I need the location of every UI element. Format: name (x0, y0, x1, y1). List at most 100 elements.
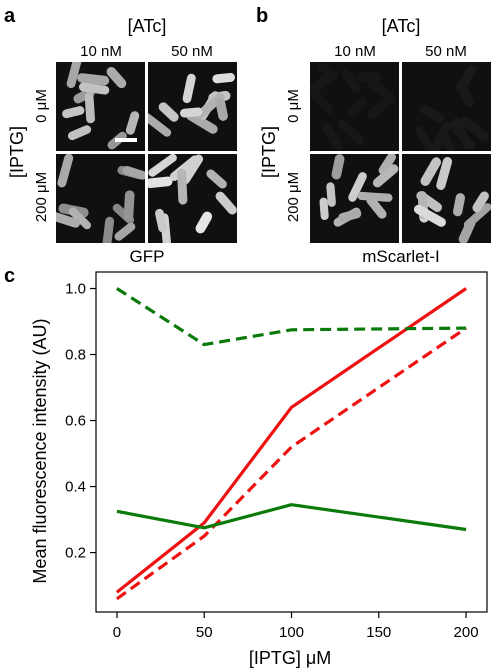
bacterium-cell (122, 165, 145, 180)
bacterium-cell (114, 222, 136, 241)
scale-bar (115, 138, 137, 142)
bacterium-cell (341, 68, 361, 93)
series-line-green-solid (116, 503, 467, 532)
bacterium-cell (415, 126, 433, 151)
bacterium-cell (182, 73, 196, 104)
panel-b-col-label-10nm: 10 nM (334, 43, 376, 60)
bacterium-cell (78, 82, 110, 95)
bacterium-cell (420, 157, 442, 186)
bacterium-cell (338, 209, 362, 223)
bacterium-cell (195, 211, 213, 234)
bacterium-cell (57, 154, 74, 188)
bacterium-cell (419, 104, 445, 123)
panel-b-letter: b (256, 5, 268, 27)
panel-b-iptg-header: [IPTG] (259, 126, 279, 178)
x-tick-label: 50 (196, 624, 213, 641)
y-tick-label: 1.0 (65, 281, 86, 298)
bacterium-cell (413, 204, 446, 227)
x-tick-label: 0 (113, 624, 121, 641)
bacterium-cell (206, 169, 227, 189)
micrograph-tile (56, 154, 145, 243)
panel-b-row-label-200: 200 μM (285, 172, 302, 222)
bacterium-cell (180, 107, 203, 118)
bacterium-cell (436, 156, 453, 190)
bacterium-cell (148, 154, 177, 177)
micrograph-tile (402, 62, 491, 151)
bacterium-cell (77, 73, 110, 86)
bacterium-cell (155, 208, 168, 233)
line-chart: 0 50 100 150 200 0.2 0.4 0.6 0.8 1.0 (65, 271, 488, 641)
panel-a-letter: a (4, 5, 16, 27)
bacterium-cell (185, 110, 218, 134)
bacterium-cell (452, 193, 466, 217)
bacterium-cell (106, 66, 127, 89)
bacterium-cell (310, 89, 334, 115)
bacterium-cell (366, 77, 396, 104)
panel-b-caption: mScarlet-I (362, 247, 439, 266)
chart-x-axis-label: [IPTG] μM (249, 648, 331, 668)
panel-a-row-label-200: 200 μM (33, 172, 50, 222)
y-tick-label: 0.4 (65, 479, 86, 496)
micrograph-tile (148, 62, 237, 151)
bacterium-cell (326, 182, 336, 207)
bacterium-cell (181, 154, 204, 185)
panel-a-caption: GFP (130, 247, 165, 266)
micrograph-tile (310, 154, 399, 243)
micrograph-tile (148, 154, 237, 243)
panel-a-row-label-0: 0 μM (33, 89, 50, 123)
y-tick-label: 0.6 (65, 413, 86, 430)
bacterium-cell (66, 62, 82, 89)
panel-a-micrograph-grid (56, 62, 237, 243)
bacterium-cell (158, 102, 179, 122)
bacterium-cell (378, 154, 396, 175)
panel-b: b [ATc] 10 nM 50 nM [IPTG] 0 μM 200 μM m… (256, 5, 491, 266)
bacterium-cell (322, 122, 342, 151)
series-line-red-solid (115, 287, 468, 594)
bacterium-cell (215, 191, 237, 215)
y-tick-label: 0.8 (65, 347, 86, 364)
y-tick-label: 0.2 (65, 545, 86, 562)
panel-c-letter: c (4, 265, 15, 287)
bacterium-cell (331, 154, 345, 180)
panel-b-atc-header: [ATc] (382, 16, 421, 36)
bacterium-cell (148, 176, 173, 189)
bacterium-cell (348, 96, 367, 118)
series-line-green-dashed (116, 287, 467, 347)
panel-a-col-label-10nm: 10 nM (80, 43, 122, 60)
bacterium-cell (215, 97, 228, 121)
bacterium-cell (102, 216, 115, 243)
bacterium-cell (452, 117, 472, 149)
bacterium-cell (356, 72, 382, 83)
bacterium-cell (125, 111, 140, 135)
bacterium-cell (84, 92, 95, 124)
bacterium-cell (67, 125, 92, 141)
chart-y-axis-label: Mean fluorescence intensity (AU) (30, 318, 50, 583)
bacterium-cell (212, 72, 236, 84)
bacterium-cell (458, 84, 475, 108)
bacterium-cell (472, 191, 489, 213)
bacterium-cell (366, 195, 387, 219)
x-tick-label: 100 (279, 624, 304, 641)
bacterium-cell (68, 207, 92, 230)
micrograph-tile (56, 62, 145, 151)
panel-b-col-label-50nm: 50 nM (425, 43, 467, 60)
bacterium-cell (456, 64, 477, 93)
bacterium-cell (428, 125, 450, 151)
bacterium-cell (62, 106, 85, 119)
panel-b-row-label-0: 0 μM (285, 89, 302, 123)
bacterium-cell (56, 211, 81, 228)
x-tick-label: 150 (366, 624, 391, 641)
bacterium-cell (123, 190, 135, 222)
panel-a-iptg-header: [IPTG] (7, 126, 27, 178)
micrograph-tile (310, 62, 399, 151)
bacterium-cell (348, 172, 367, 202)
bacterium-cell (337, 119, 364, 145)
panel-a: a [ATc] 10 nM 50 nM [IPTG] 0 μM 200 μM G… (4, 5, 237, 266)
bacterium-cell (372, 164, 399, 188)
panel-a-col-label-50nm: 50 nM (171, 43, 213, 60)
micrograph-tile (402, 154, 491, 243)
panel-b-micrograph-grid (310, 62, 491, 243)
x-tick-label: 200 (454, 624, 479, 641)
